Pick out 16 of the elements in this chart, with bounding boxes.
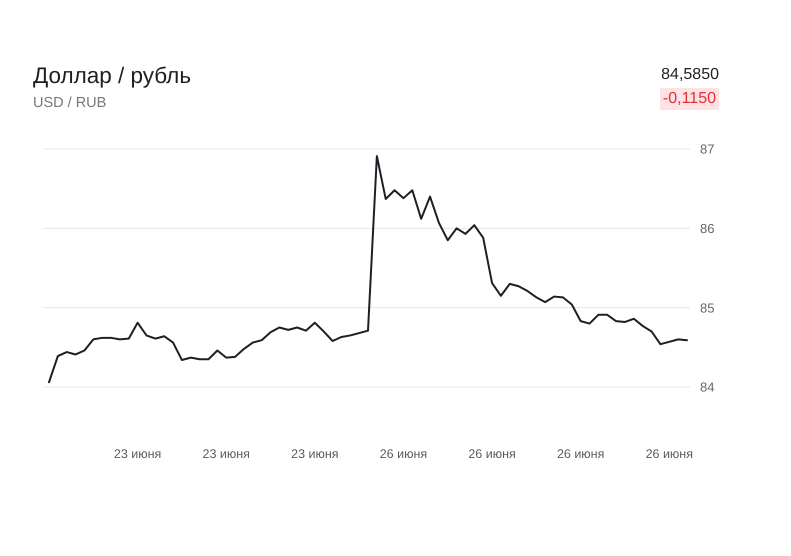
text: 84,5850 [661, 65, 719, 85]
y-tick-label: 85 [700, 300, 714, 316]
chart-title: Доллар / рубль [33, 62, 192, 90]
y-tick-label: 87 [700, 142, 714, 157]
x-tick-label: 26 июня [556, 447, 604, 461]
text: -0,1150 [660, 88, 719, 110]
line-series [48, 155, 688, 384]
x-tick-label: 26 июня [468, 447, 516, 461]
y-tick-label: 84 [700, 380, 714, 395]
x-tick-label: 26 июня [380, 447, 428, 461]
chart-subtitle: USD / RUB [33, 94, 106, 112]
x-tick-label: 23 июня [291, 447, 339, 461]
x-tick-label: 26 июня [646, 447, 693, 461]
x-tick-label: 23 июня [114, 447, 162, 461]
y-tick-label: 86 [700, 220, 714, 236]
x-tick-label: 23 июня [202, 447, 250, 461]
